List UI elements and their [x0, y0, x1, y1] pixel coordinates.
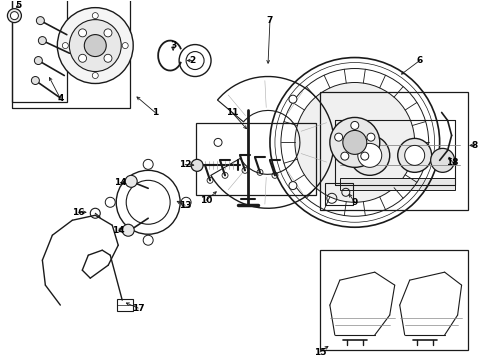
Circle shape [143, 159, 153, 169]
Text: 7: 7 [266, 16, 273, 25]
Circle shape [342, 130, 366, 154]
Text: 8: 8 [470, 141, 477, 150]
Circle shape [350, 121, 358, 129]
Circle shape [125, 175, 137, 187]
Bar [12, 0, 67, 103]
Circle shape [92, 13, 98, 19]
Circle shape [191, 159, 203, 171]
Circle shape [349, 135, 389, 175]
Bar [196, 123, 315, 195]
Circle shape [10, 12, 19, 19]
Bar [117, 299, 133, 311]
Text: 12: 12 [179, 160, 191, 169]
Circle shape [366, 133, 374, 141]
Bar [324, 183, 352, 205]
Circle shape [84, 35, 106, 57]
Bar [339, 178, 454, 190]
Circle shape [104, 29, 112, 37]
Circle shape [36, 17, 44, 24]
Text: 3: 3 [170, 41, 176, 50]
Circle shape [397, 138, 431, 172]
Bar [12, 0, 130, 108]
Circle shape [122, 42, 128, 49]
Circle shape [7, 9, 21, 23]
Circle shape [38, 37, 46, 45]
Circle shape [214, 138, 222, 147]
Text: 6: 6 [416, 56, 422, 65]
Text: 14: 14 [114, 178, 126, 187]
Circle shape [69, 19, 121, 72]
Text: 17: 17 [132, 303, 144, 312]
Circle shape [31, 77, 40, 85]
Circle shape [62, 42, 68, 49]
Bar [319, 93, 467, 210]
Circle shape [360, 152, 368, 160]
Circle shape [79, 29, 86, 37]
Circle shape [334, 133, 342, 141]
Bar [319, 250, 467, 350]
Circle shape [57, 8, 133, 84]
Text: 4: 4 [57, 94, 63, 103]
Circle shape [288, 95, 296, 103]
Circle shape [181, 197, 191, 207]
Circle shape [104, 54, 112, 62]
Circle shape [294, 82, 414, 202]
Circle shape [92, 72, 98, 78]
Circle shape [340, 152, 348, 160]
Circle shape [430, 148, 454, 172]
Circle shape [357, 143, 381, 167]
Circle shape [122, 224, 134, 236]
Text: 9: 9 [351, 198, 357, 207]
Text: 15: 15 [313, 347, 325, 356]
Text: 5: 5 [15, 1, 21, 10]
Text: 10: 10 [200, 196, 212, 205]
Circle shape [404, 145, 424, 165]
Circle shape [143, 235, 153, 245]
Circle shape [329, 117, 379, 167]
Circle shape [79, 54, 86, 62]
Text: 16: 16 [72, 208, 84, 217]
Text: 2: 2 [188, 56, 195, 65]
Text: 13: 13 [179, 201, 191, 210]
Text: 1: 1 [152, 108, 158, 117]
Text: 14: 14 [112, 226, 124, 235]
Text: 11: 11 [225, 108, 238, 117]
Text: 18: 18 [446, 158, 458, 167]
Circle shape [288, 182, 296, 190]
Circle shape [105, 197, 115, 207]
Circle shape [34, 57, 42, 64]
